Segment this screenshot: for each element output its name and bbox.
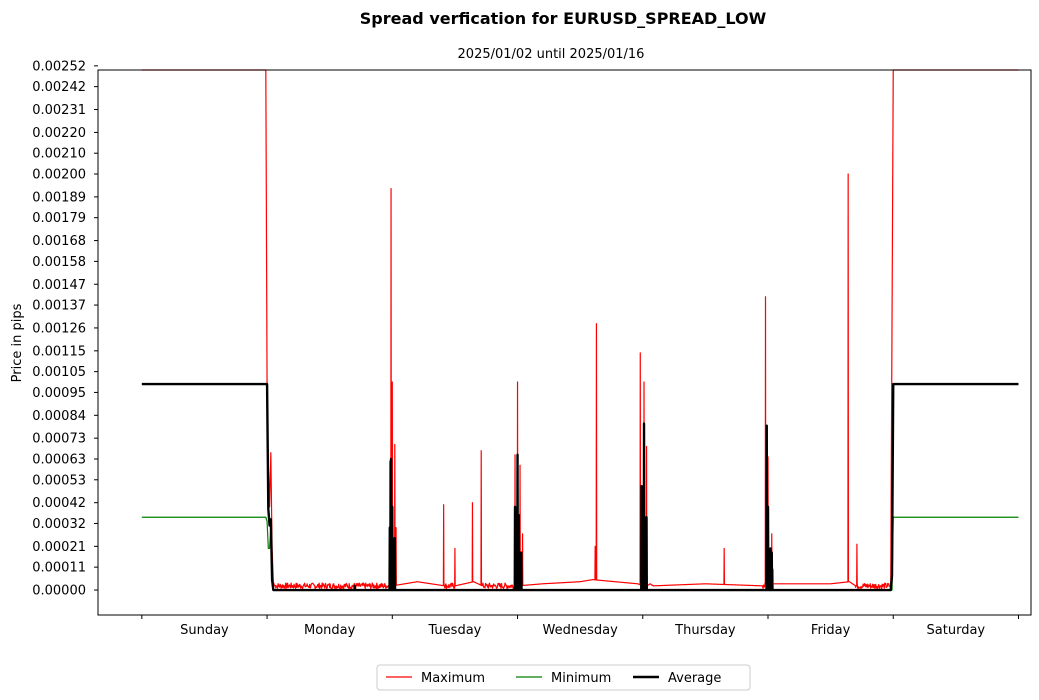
y-tick-label: 0.00021 bbox=[32, 540, 86, 555]
y-tick-label: 0.00011 bbox=[32, 561, 86, 576]
y-tick-label: 0.00189 bbox=[32, 190, 86, 205]
y-tick-label: 0.00105 bbox=[32, 365, 86, 380]
y-tick-label: 0.00095 bbox=[32, 386, 86, 401]
chart-title: Spread verfication for EURUSD_SPREAD_LOW bbox=[360, 9, 767, 28]
y-tick-label: 0.00073 bbox=[32, 432, 86, 447]
y-tick-label: 0.00220 bbox=[32, 126, 86, 141]
y-axis-label: Price in pips bbox=[10, 303, 25, 382]
y-tick-label: 0.00115 bbox=[32, 344, 86, 359]
y-tick-label: 0.00042 bbox=[32, 496, 86, 511]
x-tick-label: Thursday bbox=[674, 623, 736, 638]
series-line-maximum bbox=[141, 69, 1019, 590]
y-tick-label: 0.00084 bbox=[32, 409, 86, 424]
y-tick-label: 0.00210 bbox=[32, 147, 86, 162]
plot-series bbox=[141, 69, 1020, 592]
y-axis-ticks: 0.00000 0.00011 0.00021 0.00032 0.00042 0.000… bbox=[32, 59, 98, 599]
y-tick-label: 0.00137 bbox=[32, 299, 86, 314]
y-tick-label: 0.00126 bbox=[32, 321, 86, 336]
y-tick-label: 0.00200 bbox=[32, 168, 86, 183]
legend-label-maximum: Maximum bbox=[421, 671, 485, 686]
x-tick-label: Wednesday bbox=[543, 623, 619, 638]
y-tick-label: 0.00000 bbox=[32, 584, 86, 599]
y-tick-label: 0.00158 bbox=[32, 255, 86, 270]
y-tick-label: 0.00252 bbox=[32, 59, 86, 74]
legend: Maximum Minimum Average bbox=[376, 664, 751, 691]
y-tick-label: 0.00053 bbox=[32, 473, 86, 488]
y-tick-label: 0.00063 bbox=[32, 452, 86, 467]
x-tick-label: Sunday bbox=[180, 623, 229, 638]
y-tick-label: 0.00231 bbox=[32, 103, 86, 118]
chart-subtitle: 2025/01/02 until 2025/01/16 bbox=[458, 47, 645, 62]
y-tick-label: 0.00032 bbox=[32, 517, 86, 532]
legend-label-average: Average bbox=[668, 671, 721, 686]
y-tick-label: 0.00147 bbox=[32, 278, 86, 293]
x-tick-label: Tuesday bbox=[427, 623, 481, 638]
legend-box bbox=[376, 664, 751, 691]
x-axis-ticks: Sunday Monday Tuesday Wednesday Thursday Frid… bbox=[141, 615, 1019, 638]
x-tick-label: Friday bbox=[811, 623, 851, 638]
series-line-average bbox=[141, 382, 1020, 592]
plot-frame bbox=[97, 69, 1032, 616]
y-tick-label: 0.00179 bbox=[32, 211, 86, 226]
y-tick-label: 0.00242 bbox=[32, 80, 86, 95]
legend-label-minimum: Minimum bbox=[551, 671, 611, 686]
x-tick-label: Saturday bbox=[927, 623, 986, 638]
x-tick-label: Monday bbox=[304, 623, 356, 638]
y-tick-label: 0.00168 bbox=[32, 234, 86, 249]
